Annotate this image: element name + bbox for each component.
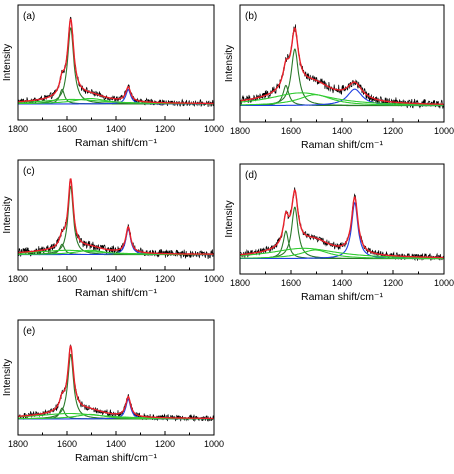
x-tick-label: 1800 <box>8 439 28 449</box>
y-axis-label: Intensity <box>2 44 13 81</box>
fit-envelope-line <box>240 27 444 105</box>
x-tick-label: 1400 <box>106 124 126 134</box>
x-tick-label: 1000 <box>204 124 224 134</box>
d3-component-fit-line <box>240 94 444 106</box>
x-axis-label: Raman shift/cm⁻¹ <box>75 137 157 149</box>
g-band-fit-line <box>18 354 214 420</box>
fit-envelope-line <box>240 189 444 259</box>
x-tick-label: 1000 <box>434 126 454 136</box>
d3-component-fit-line <box>240 249 444 259</box>
y-axis-label: Intensity <box>224 45 235 82</box>
panel-c: 1800 1600 1400 1200 1000 Raman shift/cm⁻¹ Inte… <box>2 159 224 299</box>
measured-spectrum-line <box>18 179 214 260</box>
g-band-fit-line <box>18 27 214 105</box>
panel-e: 1800 1600 1400 1200 1000 Raman shift/cm⁻¹ Inte… <box>2 319 224 464</box>
panel-label: (d) <box>245 170 257 181</box>
x-tick-label: 1200 <box>155 439 175 449</box>
measured-spectrum-line <box>240 24 444 109</box>
x-tick-label: 1000 <box>204 274 224 284</box>
x-tick-label: 1000 <box>434 278 454 288</box>
x-tick-label: 1400 <box>332 126 352 136</box>
measured-spectrum-line <box>18 344 214 423</box>
panel-label: (b) <box>245 11 257 22</box>
d-band-fit-line <box>18 398 214 420</box>
x-tick-label: 1600 <box>57 274 77 284</box>
x-tick-label: 1800 <box>230 126 250 136</box>
x-tick-label: 1400 <box>106 439 126 449</box>
x-axis-label: Raman shift/cm⁻¹ <box>301 291 383 303</box>
g-band-fit-line <box>240 48 444 107</box>
panel-label: (a) <box>23 11 35 22</box>
broad-component-fit-line <box>240 92 444 106</box>
x-tick-label: 1200 <box>383 126 403 136</box>
x-tick-label: 1600 <box>57 439 77 449</box>
g-band-fit-line <box>18 185 214 256</box>
x-tick-label: 1800 <box>230 278 250 288</box>
x-tick-label: 1200 <box>155 124 175 134</box>
y-axis-label: Intensity <box>2 196 13 233</box>
x-axis-label: Raman shift/cm⁻¹ <box>75 452 157 464</box>
x-axis-label: Raman shift/cm⁻¹ <box>301 139 383 151</box>
y-axis-label: Intensity <box>2 359 13 396</box>
panel-b: 1800 1600 1400 1200 1000 Raman shift/cm⁻¹ Inte… <box>224 4 454 151</box>
panel-label: (e) <box>23 326 35 337</box>
x-tick-label: 1600 <box>281 278 301 288</box>
x-tick-label: 1800 <box>8 124 28 134</box>
x-tick-label: 1400 <box>106 274 126 284</box>
fit-envelope-line <box>18 18 214 105</box>
panel-label: (c) <box>23 166 35 177</box>
x-tick-label: 1800 <box>8 274 28 284</box>
measured-spectrum-line <box>240 187 444 261</box>
x-tick-label: 1600 <box>57 124 77 134</box>
measured-spectrum-line <box>18 16 214 108</box>
x-tick-label: 1600 <box>281 126 301 136</box>
x-tick-label: 1200 <box>155 274 175 284</box>
x-tick-label: 1000 <box>204 439 224 449</box>
fit-envelope-line <box>18 345 214 420</box>
fit-envelope-line <box>18 178 214 255</box>
x-tick-label: 1200 <box>383 278 403 288</box>
panel-a: 1800 1600 1400 1200 1000 Raman shift/cm⁻¹ Inte… <box>2 4 224 149</box>
x-axis-label: Raman shift/cm⁻¹ <box>75 287 157 299</box>
panel-d: 1800 1600 1400 1200 1000 Raman shift/cm⁻¹ Inte… <box>224 163 454 303</box>
x-tick-label: 1400 <box>332 278 352 288</box>
g-band-fit-line <box>240 206 444 260</box>
y-axis-label: Intensity <box>224 200 235 237</box>
